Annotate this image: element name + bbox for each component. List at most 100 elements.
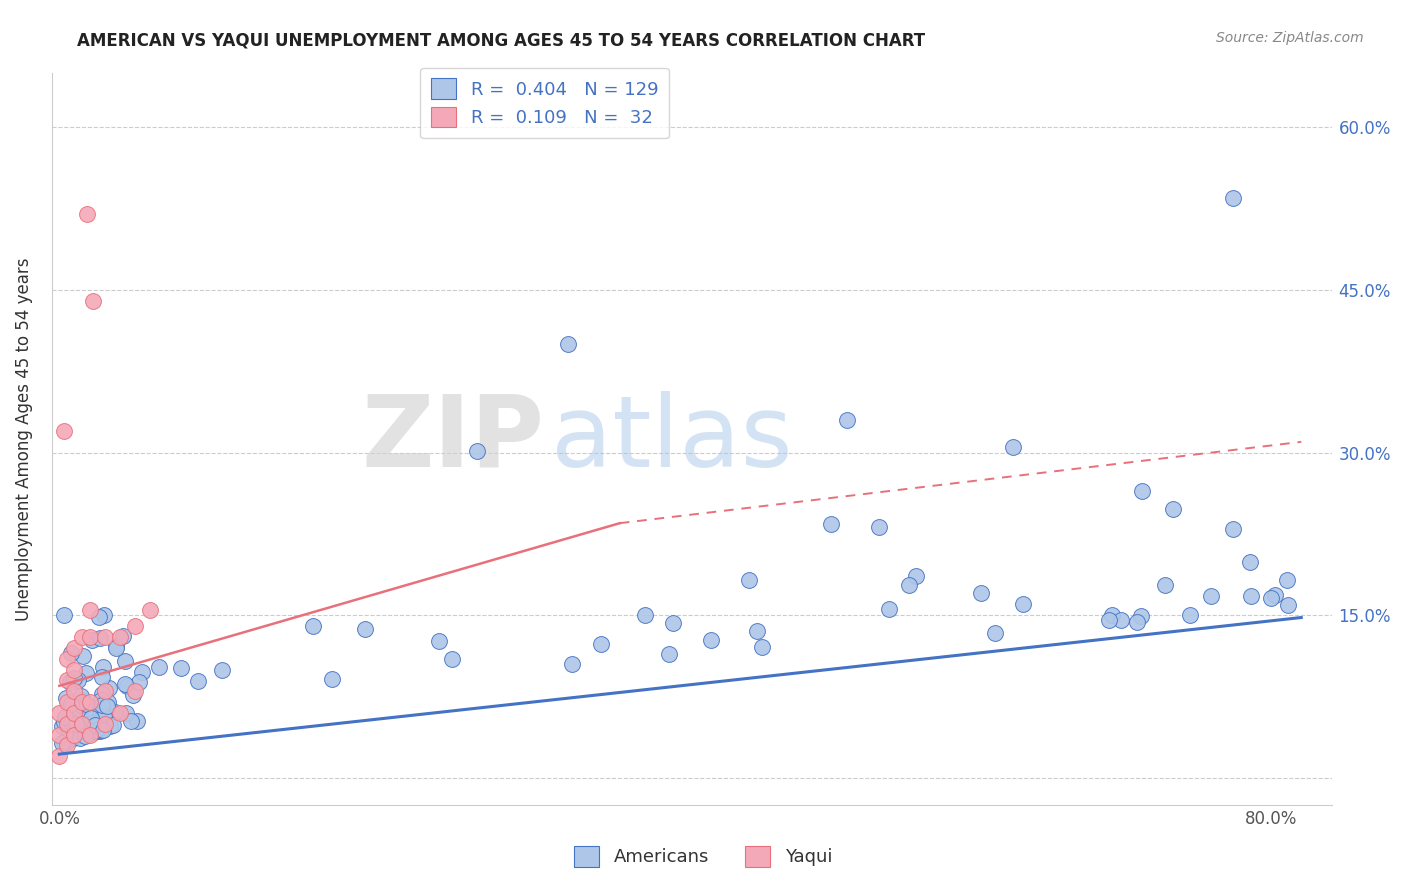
Point (94, 630, 117, 644)
Point (91, 687, 114, 701)
Point (66, 673, 89, 688)
Point (72, 693, 94, 707)
Point (91, 660, 114, 674)
Point (52, 608, 75, 623)
Point (105, 639, 128, 653)
Point (427, 634, 450, 648)
Point (62, 704, 84, 718)
Point (75, 726, 97, 740)
Point (125, 714, 148, 728)
Point (820, 517, 842, 532)
Point (51, 719, 73, 733)
Point (52, 735, 75, 749)
Point (114, 677, 136, 691)
Point (589, 637, 612, 651)
Point (79, 726, 101, 740)
Point (58, 723, 80, 737)
Point (75, 666, 97, 681)
Point (1098, 613, 1121, 627)
Point (1222, 191, 1244, 205)
Point (75, 698, 97, 712)
Point (79, 715, 101, 730)
Point (63, 640, 86, 655)
Point (59, 714, 82, 729)
Point (79, 603, 101, 617)
Point (89, 631, 111, 645)
Point (879, 602, 901, 616)
Point (124, 684, 146, 698)
Point (60, 698, 83, 712)
Point (56, 739, 79, 753)
Point (63, 671, 86, 685)
Point (1126, 615, 1149, 630)
Point (1101, 607, 1123, 622)
Point (60, 646, 83, 660)
Point (93, 709, 115, 723)
Point (868, 520, 890, 534)
Point (89, 610, 111, 624)
Point (53, 710, 76, 724)
Point (124, 619, 146, 633)
Point (148, 660, 170, 674)
Point (93, 709, 115, 723)
Point (79, 728, 101, 742)
Point (84, 718, 107, 732)
Point (52, 424, 75, 438)
Point (80, 711, 103, 725)
Point (79, 695, 101, 709)
Point (1109, 613, 1132, 627)
Point (1002, 440, 1025, 454)
Point (75, 729, 97, 743)
Point (94, 716, 117, 731)
Point (59, 675, 82, 690)
Point (63, 672, 86, 686)
Point (84, 715, 107, 730)
Point (738, 574, 761, 588)
Point (98, 719, 121, 733)
Point (84, 723, 107, 738)
Point (1012, 597, 1035, 611)
Point (139, 603, 162, 617)
Point (63, 728, 86, 742)
Point (1264, 588, 1286, 602)
Point (75, 704, 97, 718)
Point (321, 672, 343, 686)
Point (55, 717, 77, 731)
Point (90, 698, 112, 713)
Point (114, 654, 136, 668)
Point (62, 731, 84, 745)
Point (700, 632, 723, 647)
Point (76, 207, 98, 221)
Point (48, 749, 70, 764)
Point (83, 724, 105, 739)
Point (1240, 590, 1263, 604)
Point (70, 689, 93, 703)
Point (82, 293, 104, 308)
Point (467, 444, 489, 458)
Y-axis label: Unemployment Among Ages 45 to 54 years: Unemployment Among Ages 45 to 54 years (15, 258, 32, 621)
Point (354, 622, 377, 636)
Point (53, 714, 76, 729)
Point (93, 711, 115, 725)
Point (72, 649, 94, 664)
Point (66, 723, 89, 738)
Point (561, 657, 583, 671)
Point (897, 578, 920, 592)
Point (79, 630, 101, 644)
Point (211, 663, 233, 677)
Point (904, 568, 927, 582)
Point (56, 651, 79, 665)
Point (1178, 607, 1201, 622)
Legend: R =  0.404   N = 129, R =  0.109   N =  32: R = 0.404 N = 129, R = 0.109 N = 32 (420, 68, 669, 138)
Point (751, 640, 773, 654)
Point (80, 633, 103, 648)
Point (835, 413, 858, 427)
Point (60, 732, 83, 747)
Text: AMERICAN VS YAQUI UNEMPLOYMENT AMONG AGES 45 TO 54 YEARS CORRELATION CHART: AMERICAN VS YAQUI UNEMPLOYMENT AMONG AGE… (77, 31, 925, 49)
Point (662, 615, 685, 630)
Point (187, 673, 209, 688)
Point (72, 721, 94, 735)
Point (984, 626, 1007, 640)
Point (56, 716, 79, 731)
Point (56, 673, 79, 688)
